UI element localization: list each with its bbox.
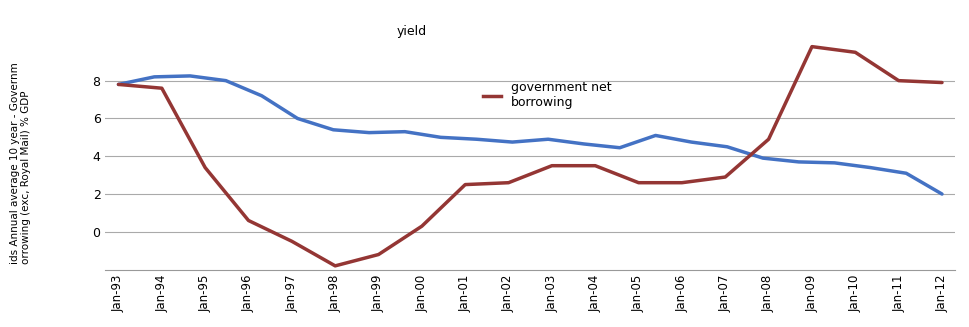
Text: ids Annual average 10 year - Governm
orrowing (exc, Royal Mail) % GDP: ids Annual average 10 year - Governm orr… [10,63,31,264]
Legend: government net
borrowing: government net borrowing [477,76,616,114]
Text: yield: yield [395,25,426,38]
